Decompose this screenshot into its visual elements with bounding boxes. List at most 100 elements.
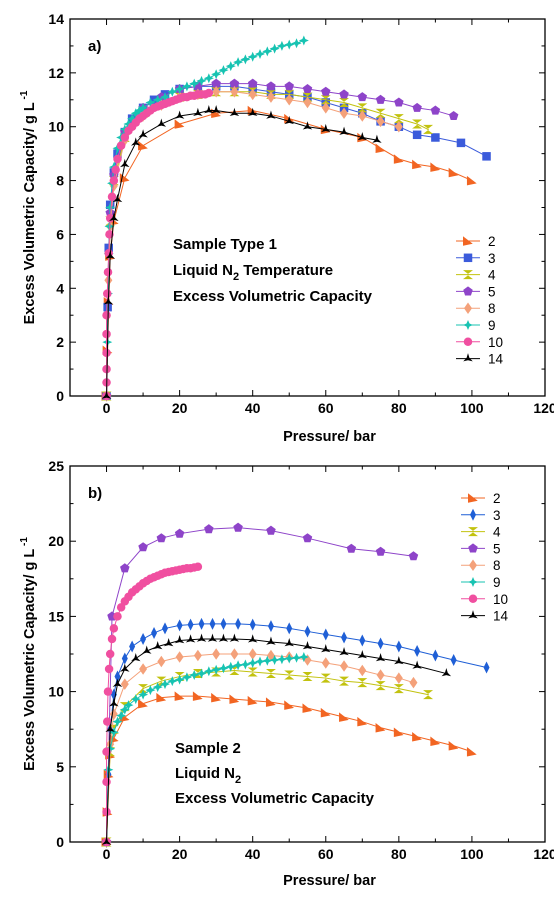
- series-markers-10: [102, 562, 203, 847]
- data-point: [346, 543, 357, 553]
- data-point: [358, 664, 367, 677]
- data-point: [174, 691, 185, 701]
- data-point: [291, 652, 302, 663]
- legend-marker: [469, 559, 477, 571]
- data-point: [302, 533, 313, 543]
- data-point: [212, 648, 221, 660]
- annotation-line: Excess Volumetric Capacity: [175, 790, 375, 807]
- data-point: [240, 54, 251, 65]
- series-line-2: [106, 110, 473, 397]
- data-point: [321, 643, 331, 653]
- data-point: [375, 108, 386, 118]
- data-point: [375, 546, 386, 556]
- legend-marker: [468, 543, 478, 553]
- x-tick-label: 80: [391, 846, 407, 862]
- data-point: [156, 676, 167, 686]
- legend-label: 9: [488, 318, 496, 333]
- data-point: [102, 348, 111, 358]
- data-point: [266, 110, 276, 119]
- series-markers-14: [101, 633, 452, 845]
- x-axis-title: Pressure/ bar: [283, 873, 376, 889]
- data-point: [123, 700, 134, 711]
- data-point: [218, 663, 229, 674]
- data-point: [145, 685, 156, 696]
- data-point: [156, 118, 167, 127]
- data-point: [247, 667, 258, 677]
- data-point: [203, 73, 214, 84]
- data-point: [339, 89, 349, 99]
- legend-label: 5: [493, 541, 501, 556]
- data-point: [393, 114, 404, 124]
- data-point: [395, 640, 402, 653]
- y-tick-label: 20: [48, 533, 64, 549]
- data-point: [456, 138, 466, 148]
- data-point: [298, 35, 309, 46]
- series-markers-3: [102, 82, 491, 401]
- data-point: [157, 655, 166, 668]
- legend-marker: [463, 253, 473, 263]
- data-point: [102, 777, 111, 787]
- annotation-line: Sample Type 1: [173, 236, 277, 253]
- data-point: [229, 78, 240, 88]
- data-point: [284, 81, 294, 91]
- data-point: [320, 95, 331, 105]
- data-point: [176, 619, 183, 632]
- annotation-text: Liquid N: [175, 765, 235, 782]
- data-point: [321, 657, 330, 669]
- annotation-text: Excess Volumetric Capacity: [173, 288, 373, 305]
- legend-marker: [463, 270, 473, 280]
- y-tick-label: 4: [56, 280, 64, 296]
- data-point: [304, 625, 311, 638]
- data-point: [109, 624, 119, 633]
- data-point: [131, 653, 141, 662]
- data-point: [302, 640, 313, 650]
- data-point: [218, 65, 229, 76]
- data-point: [204, 524, 214, 534]
- y-tick-label: 10: [48, 684, 64, 700]
- data-point: [220, 617, 227, 630]
- data-point: [248, 648, 257, 660]
- data-point: [235, 617, 242, 630]
- data-point: [409, 676, 418, 689]
- data-point: [121, 652, 128, 665]
- x-axis-title: Pressure/ bar: [283, 429, 376, 445]
- data-point: [262, 46, 273, 57]
- data-point: [123, 119, 134, 130]
- data-point: [229, 694, 240, 704]
- data-point: [233, 660, 244, 671]
- data-point: [266, 81, 276, 91]
- data-point: [357, 678, 368, 688]
- data-point: [196, 633, 207, 642]
- data-point: [211, 105, 221, 114]
- data-point: [357, 131, 368, 141]
- data-point: [230, 85, 239, 98]
- data-point: [322, 628, 329, 641]
- data-point: [432, 649, 439, 662]
- data-point: [138, 102, 149, 113]
- data-point: [359, 634, 366, 647]
- legend-marker: [463, 236, 473, 246]
- annotation-line: Sample 2: [175, 740, 241, 757]
- annotation-text: Liquid N: [173, 262, 233, 279]
- data-point: [255, 656, 265, 667]
- data-point: [393, 684, 404, 694]
- data-point: [248, 88, 257, 101]
- data-point: [174, 674, 185, 685]
- data-point: [209, 617, 216, 630]
- data-point: [375, 653, 386, 662]
- legend-marker: [468, 610, 478, 619]
- x-tick-label: 100: [460, 846, 484, 862]
- y-axis-title-sup: -1: [19, 537, 30, 549]
- data-point: [302, 121, 313, 130]
- data-point: [162, 622, 168, 635]
- data-point: [448, 110, 459, 120]
- legend-marker: [463, 286, 473, 296]
- data-point: [204, 88, 214, 98]
- data-point: [430, 105, 441, 115]
- legend-marker: [463, 320, 473, 330]
- data-point: [303, 96, 312, 109]
- data-point: [130, 694, 141, 705]
- data-point: [408, 551, 419, 561]
- data-point: [450, 654, 457, 667]
